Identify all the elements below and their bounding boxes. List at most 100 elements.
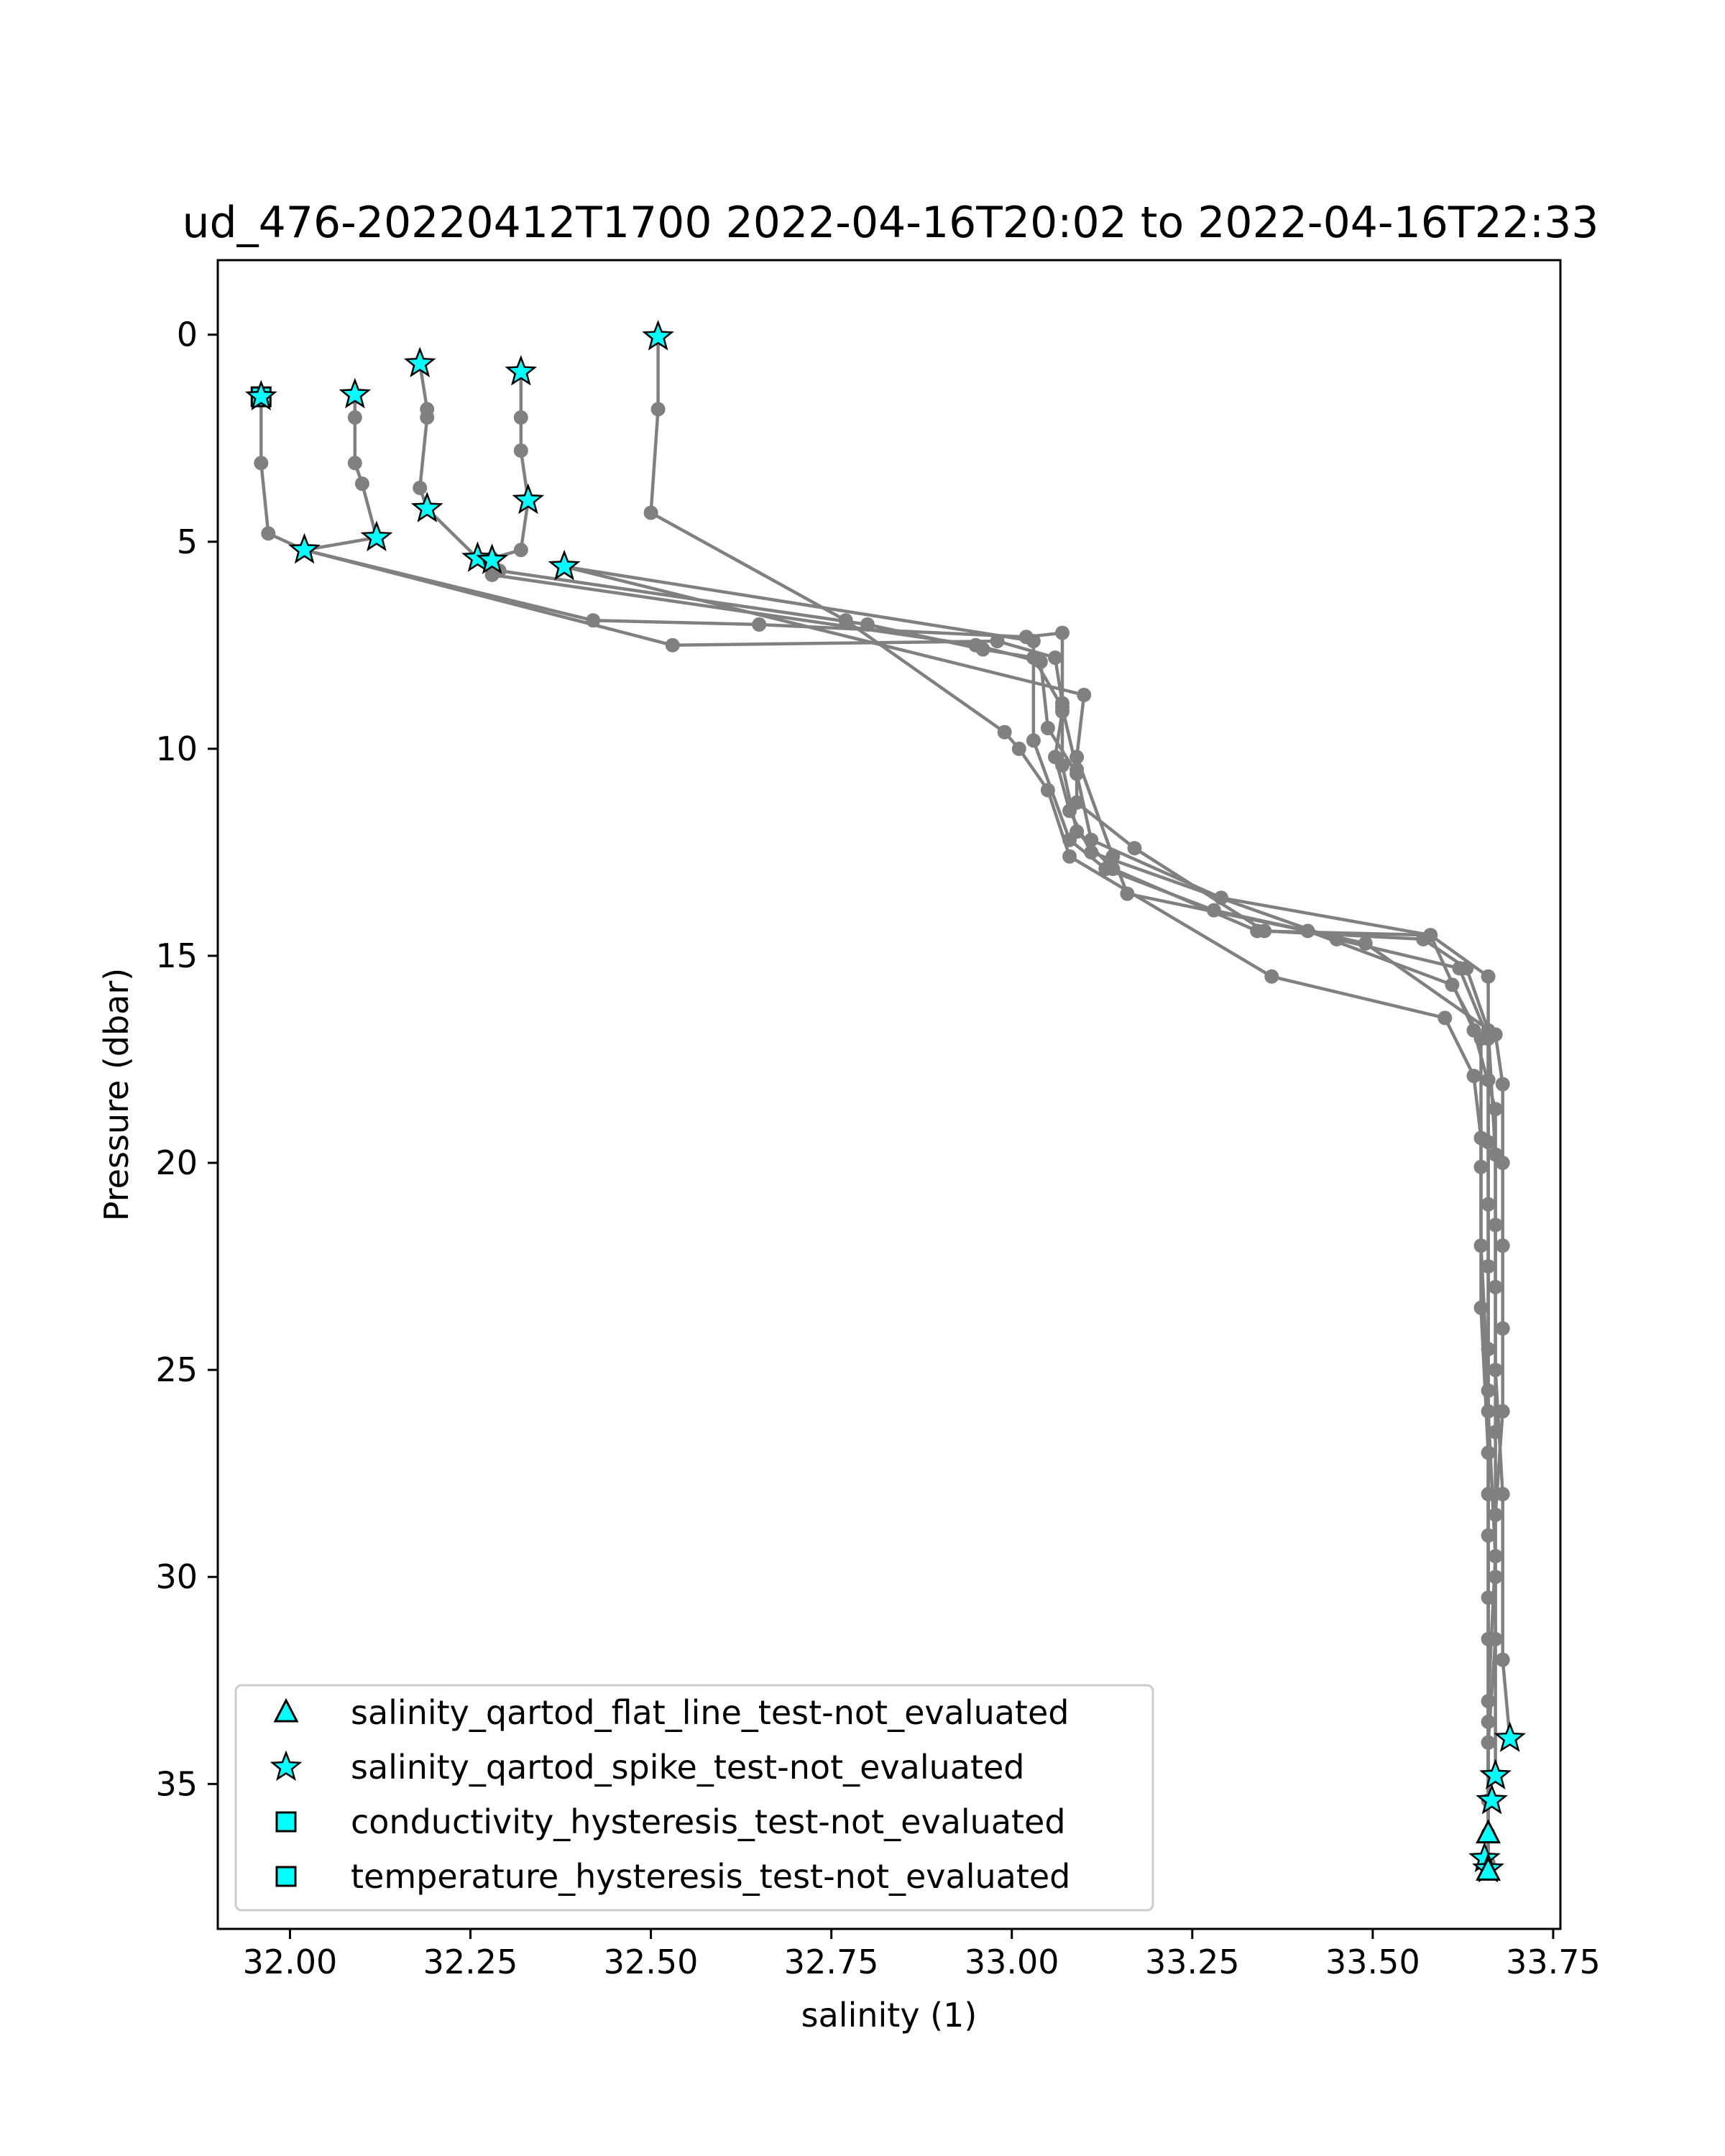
flag-marker-star bbox=[244, 379, 277, 411]
legend-marker-square bbox=[275, 1866, 297, 1887]
x-tick-label: 33.50 bbox=[1325, 1943, 1420, 1981]
profile-point bbox=[1445, 977, 1460, 992]
profile-point bbox=[1011, 741, 1026, 756]
profile-point bbox=[1358, 936, 1373, 951]
profile-point bbox=[1481, 969, 1496, 984]
profile-point bbox=[838, 613, 853, 628]
legend-marker-star bbox=[270, 1750, 303, 1782]
profile-point bbox=[1473, 1031, 1489, 1046]
profile-point bbox=[650, 402, 666, 417]
profile-point bbox=[1438, 1010, 1453, 1026]
profile-point bbox=[1495, 1156, 1510, 1171]
profile-point bbox=[1026, 733, 1041, 748]
chart-title: ud_476-20220412T1700 2022-04-16T20:02 to… bbox=[183, 198, 1599, 248]
profile-point bbox=[1488, 1507, 1503, 1522]
profile-point bbox=[420, 410, 435, 425]
profile-point bbox=[1495, 1652, 1510, 1667]
profile-point bbox=[347, 410, 362, 425]
x-tick-label: 33.00 bbox=[965, 1943, 1059, 1981]
flag-marker-star bbox=[410, 492, 443, 522]
legend-label: temperature_hysteresis_test-not_evaluate… bbox=[351, 1857, 1070, 1896]
profile-point bbox=[1473, 1300, 1489, 1315]
profile-point bbox=[1481, 1383, 1496, 1398]
profile-point bbox=[1488, 1102, 1503, 1117]
profile-point bbox=[513, 410, 528, 425]
profile-point bbox=[484, 567, 500, 582]
flag-marker-star bbox=[403, 346, 436, 378]
profile-point bbox=[1481, 1445, 1496, 1460]
flag-marker-star bbox=[512, 483, 545, 515]
flag-marker-star bbox=[476, 543, 509, 574]
axes-frame bbox=[216, 259, 1562, 1930]
y-tick-label: 30 bbox=[155, 1557, 198, 1596]
profile-point bbox=[254, 456, 269, 471]
legend-marker-square bbox=[275, 1811, 297, 1833]
profile-point bbox=[1473, 1159, 1489, 1174]
profile-point bbox=[1495, 1077, 1510, 1092]
flag-marker-star bbox=[505, 355, 538, 386]
flag-marker-star bbox=[461, 541, 494, 572]
y-axis: 0 5 10 15 20 25 30 35 bbox=[155, 315, 218, 1803]
profile-point bbox=[1048, 650, 1062, 665]
profile-point bbox=[1264, 969, 1279, 984]
x-tick-label: 32.75 bbox=[784, 1943, 879, 1981]
profile-point bbox=[1481, 1590, 1496, 1606]
profile-point bbox=[1495, 1487, 1510, 1501]
profile-point bbox=[1423, 928, 1438, 943]
legend-label: salinity_qartod_spike_test-not_evaluated bbox=[351, 1748, 1024, 1787]
profile-point bbox=[1481, 1072, 1496, 1087]
profile-point bbox=[354, 476, 369, 492]
profile-point bbox=[1055, 625, 1070, 640]
profile-point bbox=[1070, 750, 1085, 765]
x-tick-label: 32.50 bbox=[604, 1943, 699, 1981]
profile-point bbox=[1026, 634, 1041, 649]
y-tick-label: 20 bbox=[155, 1143, 198, 1182]
profile-point bbox=[513, 443, 528, 458]
profile-point bbox=[413, 480, 428, 495]
y-tick-label: 35 bbox=[155, 1764, 198, 1803]
profile-point bbox=[1062, 849, 1077, 864]
profile-point bbox=[1055, 757, 1070, 773]
legend-marker-triangle bbox=[273, 1697, 299, 1723]
profile-point bbox=[1488, 1027, 1503, 1042]
profile-point bbox=[1098, 862, 1113, 876]
profile-point bbox=[347, 456, 362, 471]
y-tick-label: 5 bbox=[177, 522, 198, 561]
plot-area bbox=[244, 320, 1527, 1883]
y-tick-label: 0 bbox=[177, 315, 198, 354]
x-axis-label: salinity (1) bbox=[801, 1996, 978, 2035]
profile-point bbox=[968, 637, 983, 653]
y-tick-label: 25 bbox=[155, 1350, 198, 1389]
profile-point bbox=[1300, 923, 1315, 939]
flag-marker-star bbox=[339, 377, 372, 409]
profile-point bbox=[513, 543, 528, 558]
profile-point bbox=[1105, 849, 1121, 864]
profile-point bbox=[1033, 654, 1048, 669]
profile-point bbox=[1127, 841, 1142, 856]
profile-point bbox=[1488, 1279, 1503, 1294]
flag-marker-star bbox=[1479, 1759, 1512, 1789]
profile-point bbox=[1084, 832, 1099, 847]
profile-point bbox=[1055, 700, 1070, 715]
x-tick-label: 32.25 bbox=[423, 1943, 518, 1981]
profile-point bbox=[1466, 1069, 1481, 1084]
profile-point bbox=[752, 617, 767, 632]
profile-point bbox=[1077, 688, 1092, 702]
x-tick-label: 33.25 bbox=[1145, 1943, 1240, 1981]
profile-point bbox=[1120, 886, 1135, 901]
profile-point bbox=[1257, 923, 1272, 939]
profile-point bbox=[1495, 1321, 1510, 1336]
flag-marker-star bbox=[1476, 1783, 1508, 1815]
profile-point bbox=[1481, 1197, 1496, 1212]
x-tick-label: 33.75 bbox=[1506, 1943, 1601, 1981]
y-axis-label: Pressure (dbar) bbox=[97, 968, 136, 1221]
flag-marker-star bbox=[1494, 1721, 1527, 1752]
profile-point bbox=[643, 505, 658, 520]
profile-point bbox=[1214, 890, 1228, 906]
profile-point bbox=[261, 526, 276, 541]
profile-point bbox=[665, 637, 680, 653]
x-axis: 32.00 32.25 32.50 32.75 33.00 33.25 33.50 33.75 bbox=[243, 1929, 1601, 1981]
profile-line-7 bbox=[564, 565, 1490, 1867]
legend-frame bbox=[234, 1684, 1154, 1912]
